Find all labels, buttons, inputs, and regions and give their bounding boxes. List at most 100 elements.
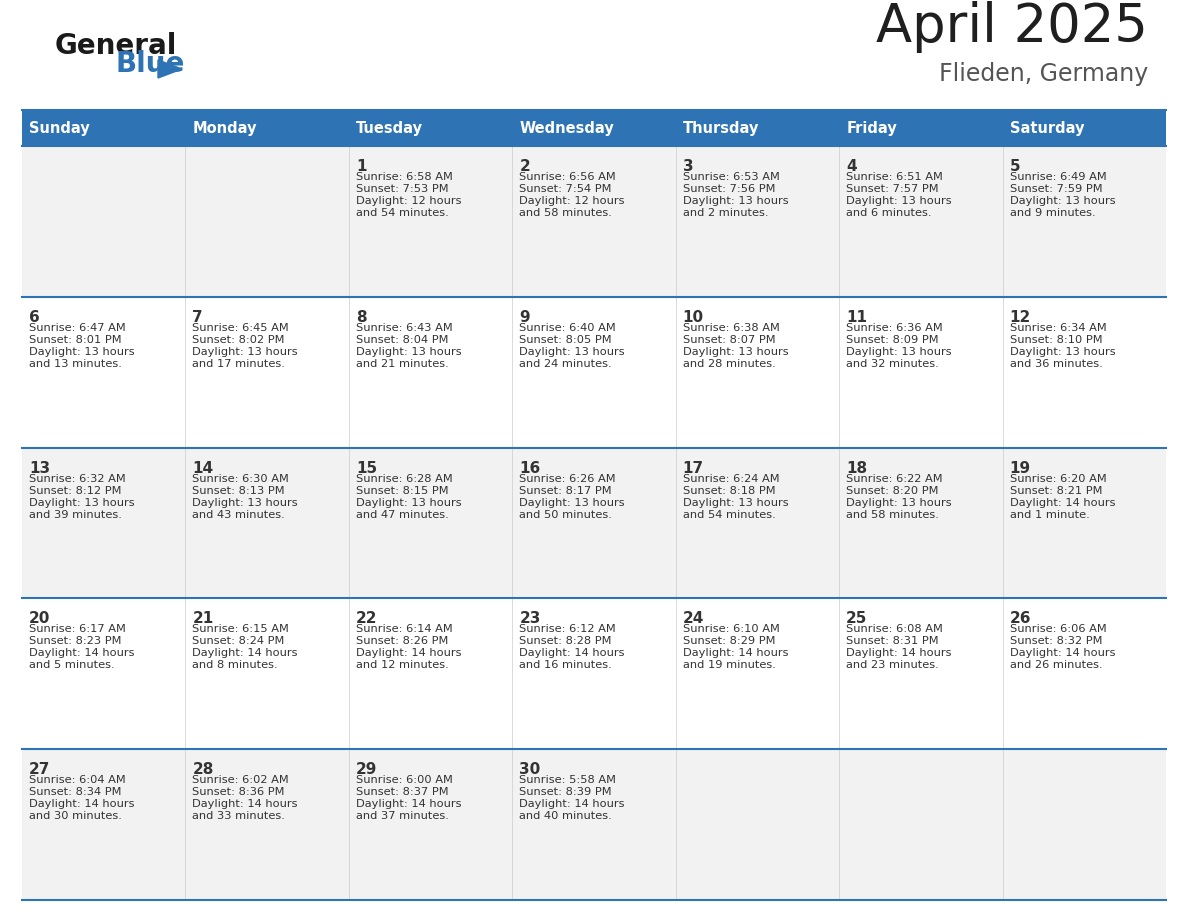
Text: Sunrise: 6:17 AM: Sunrise: 6:17 AM [29,624,126,634]
Text: Sunrise: 6:58 AM: Sunrise: 6:58 AM [356,172,453,182]
Text: Sunset: 8:29 PM: Sunset: 8:29 PM [683,636,776,646]
Text: 27: 27 [29,762,50,778]
Text: Sunset: 8:01 PM: Sunset: 8:01 PM [29,335,121,345]
Text: Daylight: 14 hours: Daylight: 14 hours [519,800,625,809]
Text: Sunset: 8:37 PM: Sunset: 8:37 PM [356,788,449,797]
Text: 11: 11 [846,309,867,325]
Text: Sunset: 8:23 PM: Sunset: 8:23 PM [29,636,121,646]
Text: Daylight: 13 hours: Daylight: 13 hours [519,498,625,508]
Text: Daylight: 13 hours: Daylight: 13 hours [1010,347,1116,357]
Text: Sunrise: 6:40 AM: Sunrise: 6:40 AM [519,323,617,333]
Text: Daylight: 13 hours: Daylight: 13 hours [356,498,461,508]
Text: Sunrise: 6:32 AM: Sunrise: 6:32 AM [29,474,126,484]
Text: 2: 2 [519,159,530,174]
Text: and 6 minutes.: and 6 minutes. [846,208,931,218]
Text: 12: 12 [1010,309,1031,325]
Text: 20: 20 [29,611,50,626]
Text: Sunset: 8:10 PM: Sunset: 8:10 PM [1010,335,1102,345]
Text: Daylight: 14 hours: Daylight: 14 hours [192,800,298,809]
Text: 19: 19 [1010,461,1031,476]
Text: Daylight: 14 hours: Daylight: 14 hours [192,648,298,658]
Text: Sunset: 8:32 PM: Sunset: 8:32 PM [1010,636,1102,646]
Text: and 58 minutes.: and 58 minutes. [846,509,939,520]
Text: Sunset: 8:12 PM: Sunset: 8:12 PM [29,486,121,496]
Text: and 17 minutes.: and 17 minutes. [192,359,285,369]
Text: 28: 28 [192,762,214,778]
Text: April 2025: April 2025 [876,1,1148,53]
Text: Sunset: 8:21 PM: Sunset: 8:21 PM [1010,486,1102,496]
Text: Daylight: 13 hours: Daylight: 13 hours [683,347,789,357]
Text: and 32 minutes.: and 32 minutes. [846,359,939,369]
Text: and 33 minutes.: and 33 minutes. [192,812,285,822]
Text: Daylight: 14 hours: Daylight: 14 hours [846,648,952,658]
Text: and 47 minutes.: and 47 minutes. [356,509,449,520]
Text: Sunrise: 6:47 AM: Sunrise: 6:47 AM [29,323,126,333]
Text: and 1 minute.: and 1 minute. [1010,509,1089,520]
Text: Sunset: 8:09 PM: Sunset: 8:09 PM [846,335,939,345]
Text: Daylight: 12 hours: Daylight: 12 hours [356,196,461,206]
Text: Flieden, Germany: Flieden, Germany [939,62,1148,86]
Text: Daylight: 14 hours: Daylight: 14 hours [1010,498,1116,508]
Text: Sunset: 7:56 PM: Sunset: 7:56 PM [683,184,776,194]
Text: Sunset: 8:05 PM: Sunset: 8:05 PM [519,335,612,345]
Text: Friday: Friday [846,120,897,136]
Bar [23,599,1165,749]
Text: Sunrise: 6:02 AM: Sunrise: 6:02 AM [192,775,289,785]
Text: Sunday: Sunday [29,120,90,136]
Text: and 26 minutes.: and 26 minutes. [1010,660,1102,670]
Text: 10: 10 [683,309,703,325]
Bar [23,749,1165,900]
Text: Sunset: 8:26 PM: Sunset: 8:26 PM [356,636,448,646]
Text: 30: 30 [519,762,541,778]
Text: and 54 minutes.: and 54 minutes. [683,509,776,520]
Text: Wednesday: Wednesday [519,120,614,136]
Text: Daylight: 13 hours: Daylight: 13 hours [29,347,134,357]
Text: 7: 7 [192,309,203,325]
Text: and 19 minutes.: and 19 minutes. [683,660,776,670]
Text: 16: 16 [519,461,541,476]
Text: Sunset: 8:04 PM: Sunset: 8:04 PM [356,335,448,345]
Text: Sunset: 8:02 PM: Sunset: 8:02 PM [192,335,285,345]
Text: Daylight: 14 hours: Daylight: 14 hours [29,800,134,809]
Text: 14: 14 [192,461,214,476]
Text: Sunrise: 6:34 AM: Sunrise: 6:34 AM [1010,323,1106,333]
Polygon shape [158,60,182,78]
Text: Daylight: 14 hours: Daylight: 14 hours [683,648,788,658]
Text: and 36 minutes.: and 36 minutes. [1010,359,1102,369]
Bar [23,297,1165,448]
Text: Sunset: 8:15 PM: Sunset: 8:15 PM [356,486,449,496]
Text: Sunrise: 6:04 AM: Sunrise: 6:04 AM [29,775,126,785]
Text: Sunset: 8:31 PM: Sunset: 8:31 PM [846,636,939,646]
Text: 22: 22 [356,611,378,626]
Bar [23,448,1165,599]
Text: and 37 minutes.: and 37 minutes. [356,812,449,822]
Text: and 39 minutes.: and 39 minutes. [29,509,122,520]
Text: 8: 8 [356,309,366,325]
Text: Sunrise: 6:06 AM: Sunrise: 6:06 AM [1010,624,1106,634]
Text: Daylight: 14 hours: Daylight: 14 hours [1010,648,1116,658]
Text: 3: 3 [683,159,694,174]
Text: Sunset: 7:59 PM: Sunset: 7:59 PM [1010,184,1102,194]
Text: 6: 6 [29,309,39,325]
Text: 1: 1 [356,159,366,174]
Text: Daylight: 13 hours: Daylight: 13 hours [846,196,952,206]
Text: Daylight: 13 hours: Daylight: 13 hours [192,498,298,508]
Text: 5: 5 [1010,159,1020,174]
Text: Daylight: 13 hours: Daylight: 13 hours [683,196,789,206]
Text: Daylight: 14 hours: Daylight: 14 hours [519,648,625,658]
Text: Daylight: 13 hours: Daylight: 13 hours [356,347,461,357]
Text: Sunrise: 6:36 AM: Sunrise: 6:36 AM [846,323,943,333]
Text: and 30 minutes.: and 30 minutes. [29,812,122,822]
Text: Sunrise: 6:28 AM: Sunrise: 6:28 AM [356,474,453,484]
Text: Sunset: 8:20 PM: Sunset: 8:20 PM [846,486,939,496]
Text: Sunrise: 6:30 AM: Sunrise: 6:30 AM [192,474,290,484]
Text: Daylight: 13 hours: Daylight: 13 hours [683,498,789,508]
Text: Thursday: Thursday [683,120,759,136]
Text: Sunset: 8:07 PM: Sunset: 8:07 PM [683,335,776,345]
Text: Sunrise: 6:24 AM: Sunrise: 6:24 AM [683,474,779,484]
Text: 18: 18 [846,461,867,476]
Text: and 24 minutes.: and 24 minutes. [519,359,612,369]
Text: 26: 26 [1010,611,1031,626]
Text: and 21 minutes.: and 21 minutes. [356,359,449,369]
Text: Sunset: 8:34 PM: Sunset: 8:34 PM [29,788,121,797]
